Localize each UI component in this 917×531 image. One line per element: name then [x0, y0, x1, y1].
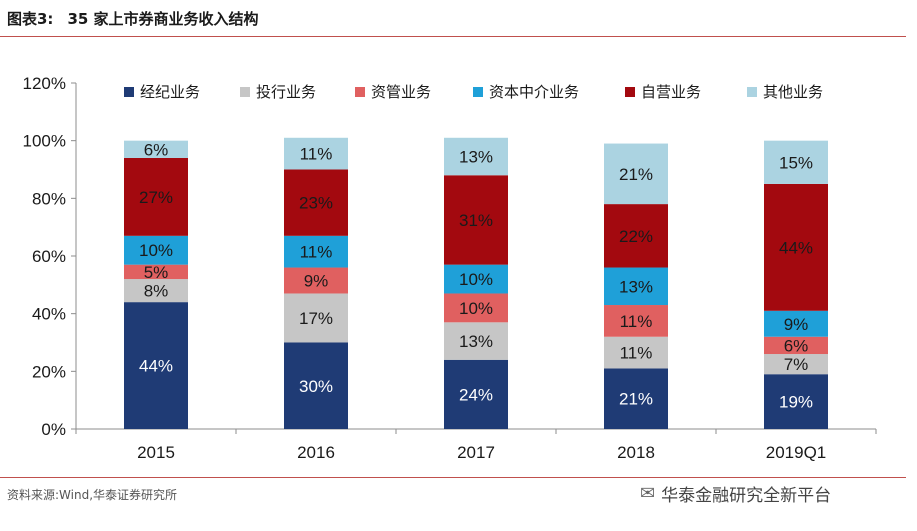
legend-swatch [240, 87, 250, 97]
figure-title-text: 35 家上市券商业务收入结构 [67, 10, 259, 28]
bar-segment [604, 305, 668, 337]
data-label: 6% [784, 336, 809, 355]
watermark: ✉ 华泰金融研究全新平台 [640, 478, 831, 508]
legend-swatch [473, 87, 483, 97]
bar-segment [764, 336, 828, 355]
bar-segment [764, 374, 828, 429]
bar-segment [124, 264, 188, 280]
data-label: 13% [459, 148, 493, 167]
figure-number: 图表3: [7, 10, 54, 28]
bar-segment [764, 183, 828, 311]
bar-segment [284, 169, 348, 236]
data-label: 30% [299, 377, 333, 396]
data-label: 31% [459, 211, 493, 230]
watermark-text: 华泰金融研究全新平台 [661, 485, 832, 506]
bar-segment [444, 264, 508, 294]
bar-segment [444, 137, 508, 176]
data-label: 10% [459, 270, 493, 289]
bar-segment [124, 302, 188, 429]
bar-segment [444, 175, 508, 265]
data-label: 27% [139, 188, 173, 207]
bar-segment [764, 354, 828, 375]
source-note: 资料来源:Wind,华泰证券研究所 [7, 488, 178, 502]
bar-segment [284, 293, 348, 343]
bar-segment [124, 157, 188, 236]
data-label: 13% [619, 277, 653, 296]
bar-segment [124, 235, 188, 265]
x-tick-label: 2016 [297, 443, 335, 462]
legend-swatch [625, 87, 635, 97]
legend-swatch [355, 87, 365, 97]
bar-segment [604, 336, 668, 369]
data-label: 11% [300, 145, 333, 164]
bar-segment [604, 368, 668, 429]
bar-segment [124, 279, 188, 303]
bar-segment [124, 140, 188, 158]
data-label: 17% [299, 309, 333, 328]
data-label: 11% [300, 243, 333, 262]
bar-segment [284, 137, 348, 170]
data-label: 11% [620, 344, 653, 363]
y-tick-label: 0% [41, 420, 66, 439]
top-divider [0, 36, 906, 37]
legend-label: 投行业务 [256, 83, 316, 101]
data-label: 10% [139, 241, 173, 260]
y-tick-label: 120% [23, 74, 66, 93]
bar-segment [284, 235, 348, 268]
figure-title: 图表3: 35 家上市券商业务收入结构 [7, 8, 259, 29]
x-tick-label: 2017 [457, 443, 495, 462]
legend-label: 其他业务 [763, 83, 823, 101]
data-label: 9% [304, 272, 329, 291]
data-label: 6% [144, 140, 169, 159]
y-tick-label: 20% [32, 362, 66, 381]
data-label: 44% [779, 238, 813, 257]
bar-segment [764, 310, 828, 337]
legend-label: 资管业务 [371, 83, 431, 101]
bar-segment [444, 359, 508, 429]
legend-swatch [124, 87, 134, 97]
x-tick-label: 2018 [617, 443, 655, 462]
bottom-divider [0, 477, 906, 478]
data-label: 9% [784, 315, 809, 334]
bar-segment [284, 342, 348, 429]
y-tick-label: 40% [32, 305, 66, 324]
legend-label: 资本中介业务 [489, 83, 579, 101]
y-tick-label: 60% [32, 247, 66, 266]
data-label: 13% [459, 332, 493, 351]
data-label: 21% [619, 390, 653, 409]
legend-swatch [747, 87, 757, 97]
bar-segment [604, 143, 668, 205]
data-label: 22% [619, 227, 653, 246]
data-label: 23% [299, 194, 333, 213]
data-label: 15% [779, 153, 813, 172]
bar-segment [284, 267, 348, 294]
data-label: 8% [144, 282, 169, 301]
x-tick-label: 2019Q1 [766, 443, 827, 462]
data-label: 10% [459, 299, 493, 318]
bar-segment [444, 322, 508, 360]
data-label: 21% [619, 165, 653, 184]
data-label: 5% [144, 263, 169, 282]
legend-label: 自营业务 [641, 83, 701, 101]
bar-segment [604, 204, 668, 268]
bar-segment [764, 140, 828, 184]
data-label: 7% [784, 355, 809, 374]
wechat-icon: ✉ [640, 482, 656, 504]
bar-segment [444, 293, 508, 323]
data-label: 11% [620, 312, 653, 331]
data-label: 19% [779, 393, 813, 412]
legend-label: 经纪业务 [140, 83, 200, 101]
bar-segment [604, 267, 668, 306]
data-label: 24% [459, 385, 493, 404]
x-tick-label: 2015 [137, 443, 175, 462]
data-label: 44% [139, 357, 173, 376]
y-tick-label: 80% [32, 189, 66, 208]
y-tick-label: 100% [23, 132, 66, 151]
